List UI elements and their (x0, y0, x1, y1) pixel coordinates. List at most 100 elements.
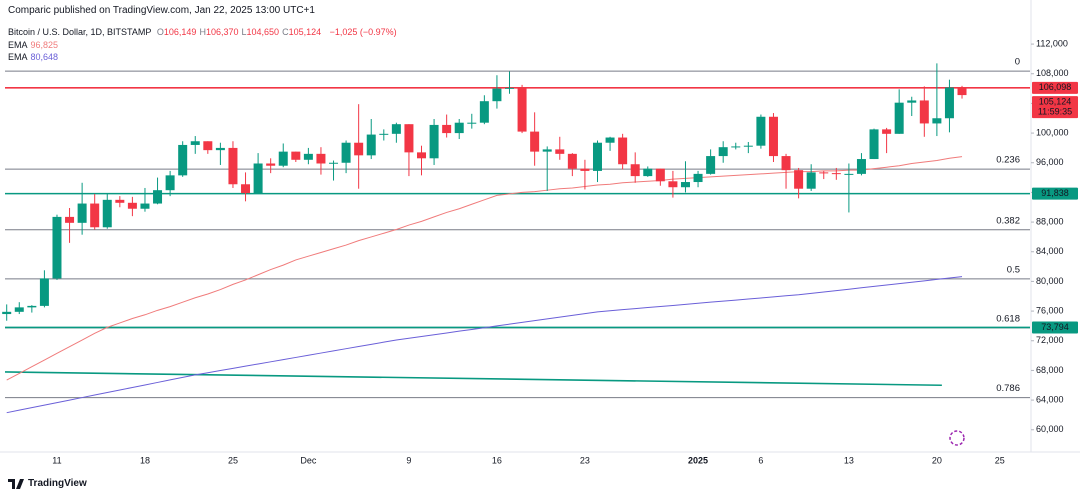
candle-body (618, 137, 628, 165)
candle-body (153, 190, 163, 204)
level-label: 91,838 (1041, 188, 1069, 198)
candle-body (52, 216, 62, 279)
candle-body (768, 116, 778, 157)
candle-body (718, 147, 728, 157)
price-label: 105,124 (1039, 96, 1072, 106)
fib-label: 0.786 (996, 383, 1020, 394)
y-tick-label: 88,000 (1036, 216, 1064, 226)
candle-body (329, 162, 339, 164)
y-tick-label: 100,000 (1036, 127, 1069, 137)
candle-body (919, 100, 929, 124)
fib-label: 0.236 (996, 155, 1020, 166)
price-badge (1032, 321, 1078, 334)
candle-body (115, 199, 125, 203)
y-tick-label: 96,000 (1036, 157, 1064, 167)
price-badge (1032, 81, 1078, 94)
candle-body (856, 159, 866, 174)
y-tick-label: 80,000 (1036, 276, 1064, 286)
candle-body (27, 305, 37, 308)
candle-body (693, 173, 703, 183)
candle-body (605, 137, 615, 143)
x-tick-label: 9 (406, 455, 411, 465)
candle-body (592, 142, 602, 171)
candle-body (2, 311, 12, 315)
candle-body (882, 129, 892, 134)
candle-body (215, 147, 225, 151)
candle-body (165, 175, 175, 191)
candle-body (404, 124, 414, 153)
candle-body (429, 124, 439, 159)
ohlc: O106,149 H106,370 L104,650 C105,124 (157, 27, 324, 37)
candle-body (643, 168, 653, 177)
candle-body (442, 124, 452, 134)
fib-label: 0 (1015, 57, 1020, 68)
candle-body (530, 131, 540, 152)
y-tick-label: 76,000 (1036, 305, 1064, 315)
candle-body (567, 153, 577, 169)
candle-body (90, 203, 100, 228)
candle-body (316, 153, 326, 164)
candle-body (14, 307, 24, 312)
candle-body (794, 170, 804, 189)
candle-body (894, 102, 904, 134)
trendline (4, 371, 942, 387)
ohlc-key: C (282, 27, 289, 37)
level-label: 106,098 (1039, 82, 1072, 92)
x-tick-label: 25 (995, 455, 1005, 465)
candle-body (555, 149, 565, 154)
candle-body (278, 151, 288, 166)
candle-body (266, 163, 276, 166)
y-tick-label: 60,000 (1036, 424, 1064, 434)
candle-body (454, 122, 464, 134)
candle-body (39, 278, 49, 306)
candle-body (781, 156, 791, 171)
candle-body (517, 87, 527, 132)
candle-body (630, 164, 640, 177)
candle-body (668, 181, 678, 188)
candle-body (680, 182, 690, 188)
ohlc-value: 106,149 (163, 27, 197, 37)
candle-body (806, 172, 816, 189)
candle-body (228, 147, 238, 185)
x-tick-label: Dec (300, 455, 317, 465)
x-tick-label: 6 (758, 455, 763, 465)
candle-body (341, 142, 351, 163)
ohlc-key: O (156, 27, 164, 37)
candle-body (957, 87, 967, 96)
candle-body (391, 124, 401, 134)
candle-body (303, 153, 313, 160)
candle-body (542, 149, 552, 152)
candle-body (354, 142, 364, 156)
countdown: 11:59:35 (1038, 106, 1072, 116)
x-tick-label: 2025 (688, 455, 708, 465)
legend-ema: EMA 96,825 (8, 40, 61, 50)
candle-body (655, 168, 665, 182)
candle-body (203, 141, 213, 151)
footer-logo: TradingView (8, 478, 87, 489)
candle-body (580, 168, 590, 171)
x-tick-label: 16 (492, 455, 502, 465)
price-badge (1032, 187, 1078, 200)
x-tick-label: 18 (140, 455, 150, 465)
x-tick-label: 13 (844, 455, 854, 465)
publish-header: Comparic published on TradingView.com, J… (8, 5, 315, 16)
candle-body (706, 156, 716, 174)
ohlc-key: H (199, 27, 206, 37)
candle-body (65, 216, 75, 223)
candle-body (291, 151, 301, 160)
candle-body (417, 152, 427, 159)
candle-body (467, 122, 477, 124)
candle-body (77, 203, 87, 223)
y-tick-label: 64,000 (1036, 394, 1064, 404)
x-tick-label: 20 (932, 455, 942, 465)
price-badge (1032, 96, 1078, 119)
candle-body (731, 146, 741, 148)
candle-body (479, 101, 489, 123)
ohlc-value: 105,124 (288, 27, 322, 37)
candle-body (127, 202, 137, 209)
candle-body (944, 87, 954, 119)
candle-body (831, 173, 841, 175)
ema-name: EMA (8, 52, 28, 62)
candle-body (819, 172, 829, 174)
